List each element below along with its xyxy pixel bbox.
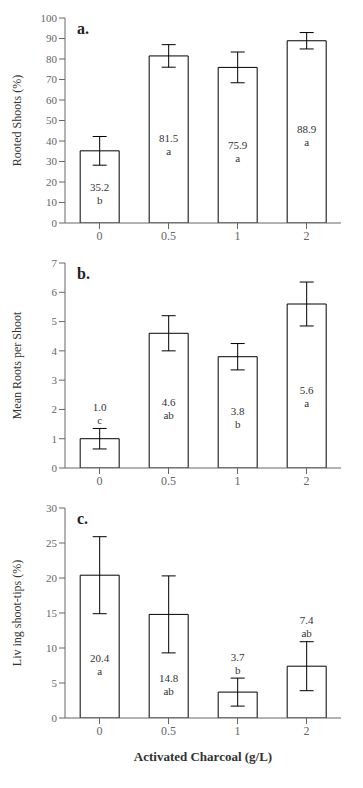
svg-text:3: 3 <box>52 374 58 386</box>
svg-text:0: 0 <box>97 229 103 243</box>
svg-text:20: 20 <box>46 572 58 584</box>
svg-text:Rooted Shoots (%): Rooted Shoots (%) <box>10 75 24 166</box>
svg-text:40: 40 <box>46 135 58 147</box>
svg-text:2: 2 <box>304 229 310 243</box>
svg-text:1.0c: 1.0c <box>93 401 107 426</box>
svg-text:1: 1 <box>52 433 58 445</box>
svg-text:100: 100 <box>41 12 58 24</box>
svg-text:10: 10 <box>46 642 58 654</box>
svg-text:4.6ab: 4.6ab <box>162 396 176 421</box>
svg-text:7: 7 <box>52 257 58 269</box>
svg-text:3.8b: 3.8b <box>231 405 245 430</box>
svg-text:30: 30 <box>46 155 58 167</box>
svg-text:60: 60 <box>46 94 58 106</box>
svg-text:Liv ing shoot-tips (%): Liv ing shoot-tips (%) <box>10 560 24 666</box>
html-text:b.: b. <box>77 265 90 282</box>
svg-text:1: 1 <box>235 474 241 488</box>
svg-text:25: 25 <box>46 537 58 549</box>
svg-text:80: 80 <box>46 53 58 65</box>
svg-text:0.5: 0.5 <box>161 724 176 738</box>
html-text:a.: a. <box>77 20 89 37</box>
svg-text:2: 2 <box>52 403 58 415</box>
svg-text:20.4a: 20.4a <box>90 652 110 677</box>
svg-text:Mean Roots per Shoot: Mean Roots per Shoot <box>10 311 24 419</box>
svg-text:5: 5 <box>52 677 58 689</box>
svg-text:35.2b: 35.2b <box>90 181 109 206</box>
svg-text:5: 5 <box>52 315 58 327</box>
svg-text:0: 0 <box>97 474 103 488</box>
svg-text:7.4ab: 7.4ab <box>300 614 314 639</box>
svg-text:0: 0 <box>52 217 58 229</box>
svg-text:0: 0 <box>52 462 58 474</box>
svg-text:Activated Charcoal (g/L): Activated Charcoal (g/L) <box>134 749 272 764</box>
svg-text:50: 50 <box>46 114 58 126</box>
svg-text:10: 10 <box>46 196 58 208</box>
svg-text:0.5: 0.5 <box>161 474 176 488</box>
svg-text:5.6a: 5.6a <box>300 384 314 409</box>
svg-text:2: 2 <box>304 474 310 488</box>
svg-text:2: 2 <box>304 724 310 738</box>
svg-text:3.7b: 3.7b <box>231 651 245 676</box>
svg-text:1: 1 <box>235 229 241 243</box>
svg-text:70: 70 <box>46 73 58 85</box>
svg-text:4: 4 <box>52 345 58 357</box>
svg-text:0: 0 <box>52 712 58 724</box>
svg-text:0: 0 <box>97 724 103 738</box>
svg-text:81.5a: 81.5a <box>159 132 179 157</box>
svg-text:15: 15 <box>46 607 58 619</box>
html-text:c.: c. <box>77 510 89 527</box>
svg-text:0.5: 0.5 <box>161 229 176 243</box>
svg-text:90: 90 <box>46 32 58 44</box>
svg-text:6: 6 <box>52 286 58 298</box>
svg-text:1: 1 <box>235 724 241 738</box>
svg-text:30: 30 <box>46 502 58 514</box>
svg-text:75.9a: 75.9a <box>228 139 248 164</box>
svg-text:88.9a: 88.9a <box>297 123 317 148</box>
svg-text:20: 20 <box>46 176 58 188</box>
svg-text:14.8ab: 14.8ab <box>159 672 179 697</box>
